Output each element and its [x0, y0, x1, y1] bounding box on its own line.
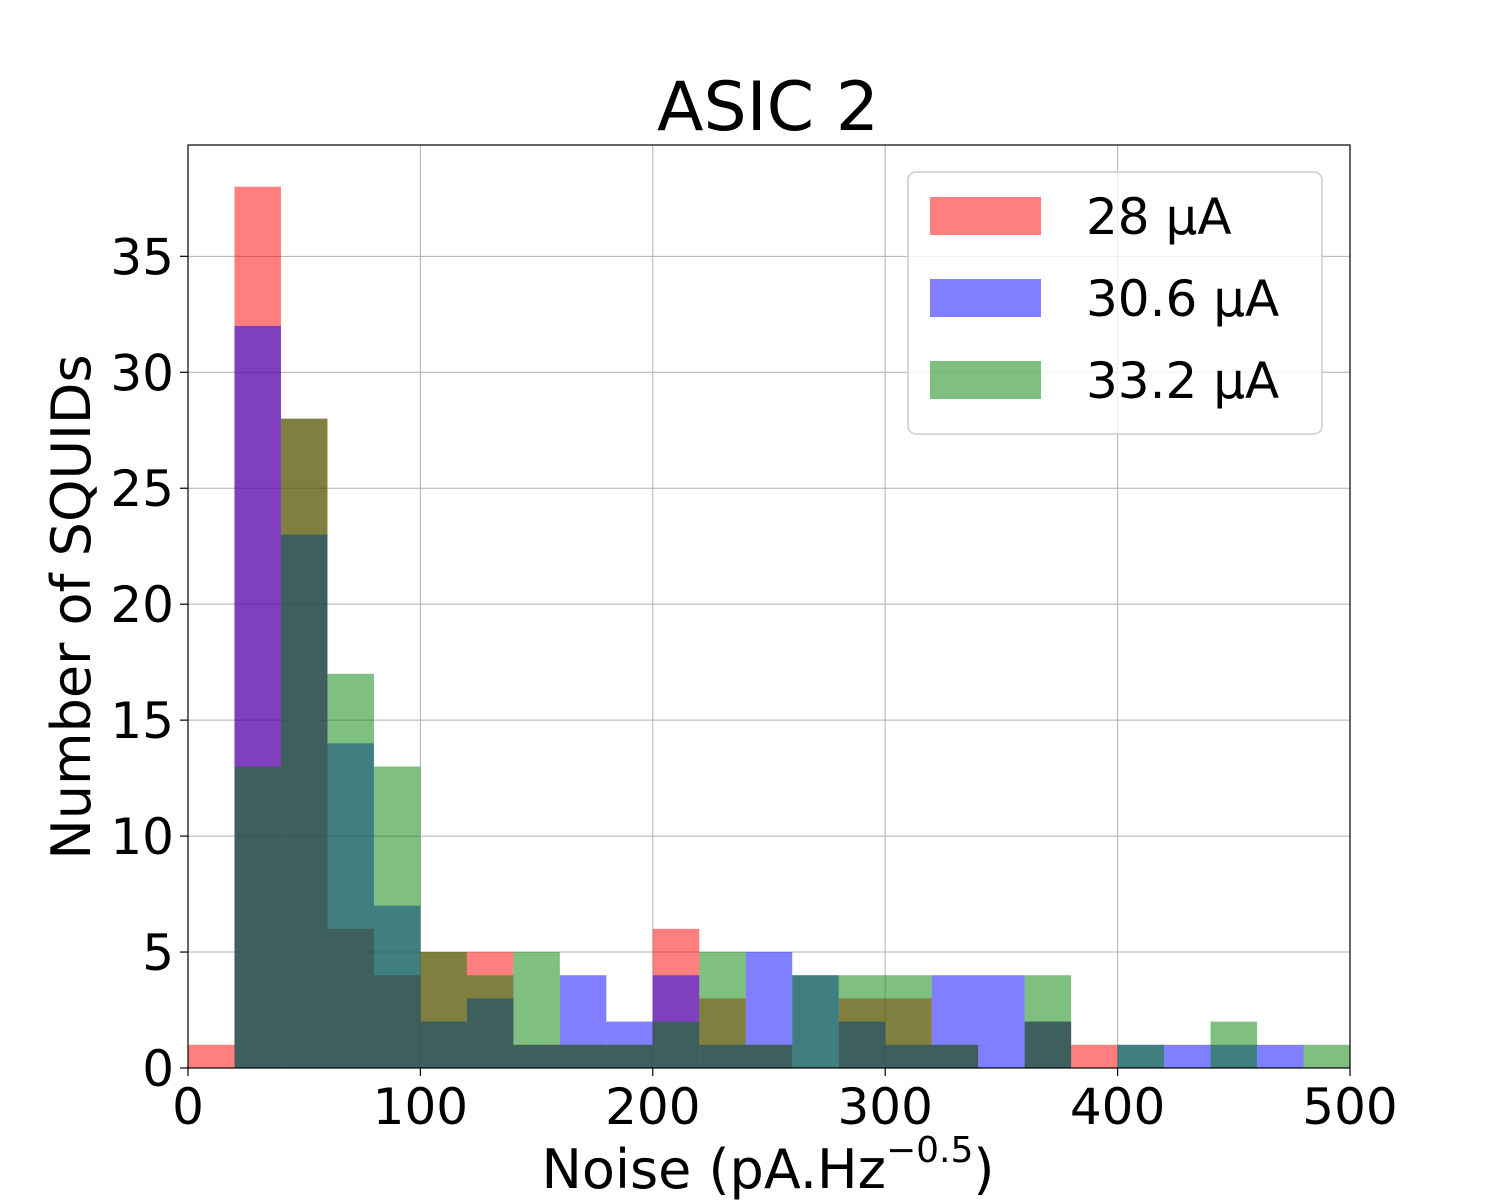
legend-swatch [930, 361, 1041, 399]
y-tick-label: 15 [110, 692, 174, 750]
x-axis-ticks: 0 100 200 300 400 500 [172, 1068, 1398, 1136]
bar [978, 975, 1025, 1068]
legend-swatch [930, 279, 1041, 317]
bar [652, 1021, 700, 1068]
bar [1071, 1044, 1118, 1068]
x-tick-label: 500 [1302, 1078, 1397, 1136]
y-axis-label: Number of SQUIDs [40, 354, 103, 859]
y-tick-label: 5 [142, 924, 174, 982]
bar [1164, 1044, 1211, 1068]
x-axis-label: Noise (pA.Hz−0.5) [542, 1130, 995, 1200]
bar [1117, 1044, 1165, 1068]
bar [1210, 1021, 1258, 1068]
legend: 28 µA 30.6 µA 33.2 µA [907, 171, 1323, 435]
bar [466, 975, 514, 1068]
x-tick-label: 200 [605, 1078, 700, 1136]
bar [838, 975, 886, 1068]
bar [606, 1044, 653, 1068]
legend-label: 30.6 µA [1086, 270, 1279, 328]
bar [234, 766, 281, 1068]
bar [1257, 1044, 1304, 1068]
x-tick-label: 400 [1070, 1078, 1165, 1136]
bar [699, 952, 746, 1068]
legend-label: 28 µA [1086, 188, 1232, 246]
bar [1303, 1044, 1350, 1068]
bar [885, 975, 932, 1068]
bar [188, 1044, 235, 1068]
y-tick-label: 25 [110, 460, 174, 518]
x-tick-label: 300 [837, 1078, 932, 1136]
bar [280, 418, 328, 1068]
y-tick-label: 35 [110, 228, 174, 286]
bar [373, 766, 421, 1068]
legend-label: 33.2 µA [1086, 352, 1279, 410]
bar [559, 1044, 607, 1068]
bar [792, 975, 839, 1068]
chart-title: ASIC 2 [657, 68, 879, 147]
bar [745, 1044, 793, 1068]
bar [420, 952, 467, 1068]
plot-frame [187, 144, 1351, 1069]
bar [931, 1044, 979, 1068]
bars-series-3 [234, 418, 1350, 1068]
y-axis-ticks: 0 5 10 15 20 25 30 35 [110, 228, 188, 1098]
y-tick-label: 30 [110, 344, 174, 402]
bar [1024, 975, 1072, 1068]
x-tick-label: 0 [172, 1078, 204, 1136]
x-axis-label-main: Noise (pA.Hz [542, 1138, 886, 1200]
x-tick-label: 100 [373, 1078, 468, 1136]
bar [327, 673, 374, 1068]
y-tick-label: 10 [110, 808, 174, 866]
legend-swatch [930, 197, 1041, 235]
y-tick-label: 20 [110, 576, 174, 634]
x-axis-label-close: ) [973, 1138, 994, 1200]
bar [513, 952, 560, 1068]
y-tick-label: 0 [142, 1040, 174, 1098]
x-axis-label-exponent: −0.5 [886, 1130, 973, 1171]
